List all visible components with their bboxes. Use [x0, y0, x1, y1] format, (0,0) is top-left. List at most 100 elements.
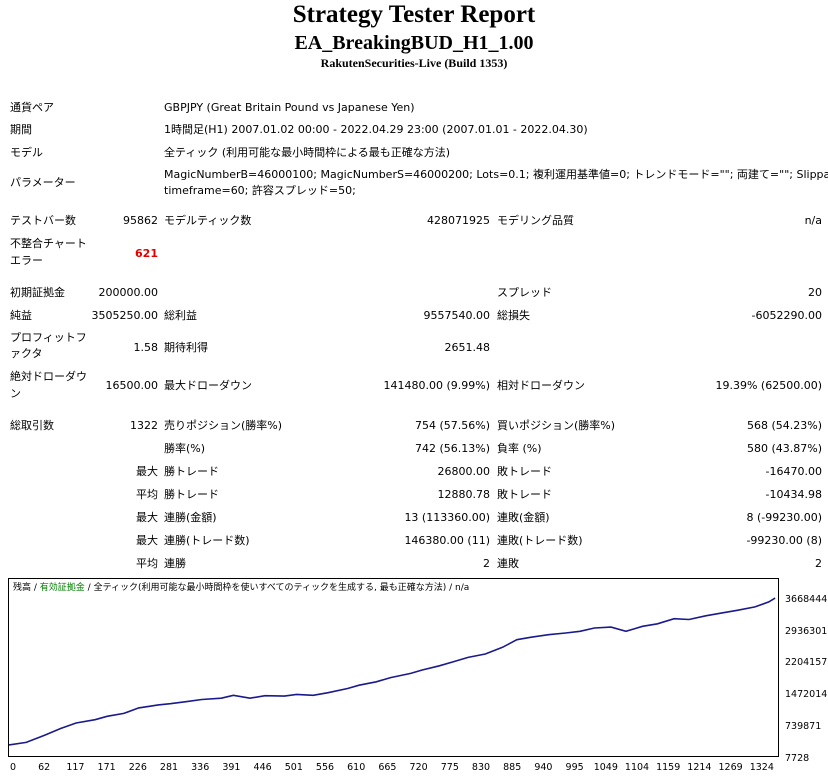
max-cons-wins-count-value: 146380.00 (11) [404, 534, 490, 547]
long-positions-value: 568 (54.23%) [746, 419, 822, 432]
max-consecutive-count-prefix: 最大 [136, 534, 158, 547]
max-drawdown-label: 最大ドローダウン [164, 379, 252, 392]
symbol-value: GBPJPY (Great Britain Pound vs Japanese … [164, 101, 415, 114]
bars-value: 95862 [123, 214, 158, 227]
x-tick-label: 226 [128, 762, 147, 773]
balance-chart-plot [9, 597, 776, 746]
legend-separator: / [31, 583, 40, 593]
max-cons-losses-count-label: 連敗(トレード数) [497, 534, 583, 547]
spread-label: スプレッド [497, 286, 552, 299]
server-name: RakutenSecurities-Live (Build 1353) [320, 56, 508, 70]
rel-drawdown-label: 相対ドローダウン [497, 379, 585, 392]
x-tick-label: 775 [440, 762, 459, 773]
quality-value: n/a [804, 214, 822, 227]
legend-quality: n/a [455, 583, 470, 593]
x-tick-label: 1049 [593, 762, 618, 773]
x-tick-label: 995 [565, 762, 584, 773]
avg-win-value: 12880.78 [437, 488, 491, 501]
mismatch-label-2: エラー [10, 254, 43, 267]
mismatch-label-1: 不整合チャート [10, 237, 87, 250]
gross-profit-label: 総利益 [164, 309, 197, 322]
average-prefix: 平均 [136, 488, 158, 501]
y-tick-label: 7728 [785, 753, 810, 764]
params-line-1: MagicNumberB=46000100; MagicNumberS=4600… [164, 168, 828, 181]
x-tick-label: 281 [159, 762, 179, 773]
net-profit-label: 純益 [10, 309, 32, 322]
gross-loss-value: -6052290.00 [751, 309, 822, 322]
largest-win-label: 勝トレード [164, 465, 219, 478]
gross-profit-value: 9557540.00 [423, 309, 490, 322]
spread-value: 20 [808, 286, 822, 299]
max-cons-wins-count-label: 連勝(トレード数) [164, 534, 250, 547]
long-positions-label: 買いポジション(勝率%) [497, 419, 616, 432]
short-positions-value: 754 (57.56%) [414, 419, 490, 432]
balance-line [9, 597, 776, 746]
x-tick-label: 336 [191, 762, 210, 773]
max-cons-wins-amount-label: 連勝(金額) [164, 511, 217, 524]
net-profit-value: 3505250.00 [91, 309, 158, 322]
x-tick-label: 1159 [656, 762, 681, 773]
y-tick-label: 2204157 [785, 657, 828, 668]
expected-payoff-value: 2651.48 [444, 341, 491, 354]
symbol-label: 通貨ペア [10, 101, 54, 114]
legend-balance: 残高 [13, 583, 32, 593]
avg-cons-losses-value: 2 [815, 557, 822, 570]
legend-equity: 有効証拠金 [39, 583, 85, 593]
x-tick-label: 1104 [624, 762, 650, 773]
x-tick-label: 62 [38, 762, 51, 773]
profit-factor-value: 1.58 [133, 341, 159, 354]
abs-drawdown-label-2: ン [10, 387, 21, 400]
x-tick-label: 556 [315, 762, 335, 773]
legend-separator: / [84, 583, 94, 593]
avg-consecutive-prefix: 平均 [136, 557, 158, 570]
x-tick-label: 610 [347, 762, 366, 773]
x-tick-label: 0 [9, 762, 17, 773]
win-rate-value: 742 (56.13%) [414, 442, 490, 455]
y-tick-label: 3668444 [785, 594, 828, 605]
x-tick-label: 1324 [749, 762, 774, 773]
gross-loss-label: 総損失 [497, 309, 530, 322]
avg-cons-losses-label: 連敗 [497, 557, 519, 570]
avg-cons-wins-label: 連勝 [164, 557, 186, 570]
abs-drawdown-label-1: 絶対ドローダウ [10, 370, 87, 383]
mismatch-value: 621 [135, 247, 158, 260]
largest-loss-label: 敗トレード [497, 465, 552, 478]
rel-drawdown-value: 19.39% (62500.00) [715, 379, 822, 392]
total-trades-label: 総取引数 [10, 419, 54, 432]
legend-separator: / [446, 583, 456, 593]
bars-label: テストバー数 [10, 214, 76, 227]
max-cons-losses-amount-label: 連敗(金額) [497, 511, 550, 524]
max-cons-losses-amount-value: 8 (-99230.00) [746, 511, 822, 524]
x-tick-label: 720 [409, 762, 428, 773]
x-tick-label: 446 [253, 762, 272, 773]
max-drawdown-value: 141480.00 (9.99%) [383, 379, 490, 392]
expected-payoff-label: 期待利得 [164, 341, 208, 354]
ticks-value: 428071925 [427, 214, 490, 227]
x-tick-label: 830 [471, 762, 491, 773]
largest-prefix: 最大 [136, 465, 158, 478]
ticks-label: モデルティック数 [164, 214, 252, 227]
y-tick-label: 1472014 [785, 689, 828, 700]
abs-drawdown-value: 16500.00 [105, 379, 159, 392]
short-positions-label: 売りポジション(勝率%) [164, 419, 283, 432]
loss-rate-value: 580 (43.87%) [746, 442, 822, 455]
largest-win-value: 26800.00 [437, 465, 491, 478]
deposit-value: 200000.00 [98, 286, 159, 299]
legend-model: 全ティック(利用可能な最小時間枠を使いすべてのティックを生成する, 最も正確な方… [93, 583, 447, 593]
model-value: 全ティック (利用可能な最小時間枠による最も正確な方法) [164, 146, 451, 159]
x-tick-label: 940 [534, 762, 553, 773]
x-tick-label: 665 [378, 762, 397, 773]
profit-factor-label-2: ァクタ [10, 347, 43, 360]
total-trades-value: 1322 [130, 419, 158, 432]
x-tick-label: 117 [66, 762, 85, 773]
params-line-2: timeframe=60; 許容スプレッド=50; [164, 184, 356, 197]
y-tick-label: 739871 [785, 721, 822, 732]
report-title: Strategy Tester Report [292, 1, 536, 28]
period-label: 期間 [10, 123, 32, 136]
x-tick-label: 501 [284, 762, 303, 773]
x-tick-label: 1269 [718, 762, 743, 773]
max-cons-losses-count-value: -99230.00 (8) [746, 534, 822, 547]
quality-label: モデリング品質 [497, 214, 574, 227]
largest-loss-value: -16470.00 [765, 465, 822, 478]
max-cons-wins-amount-value: 13 (113360.00) [404, 511, 490, 524]
